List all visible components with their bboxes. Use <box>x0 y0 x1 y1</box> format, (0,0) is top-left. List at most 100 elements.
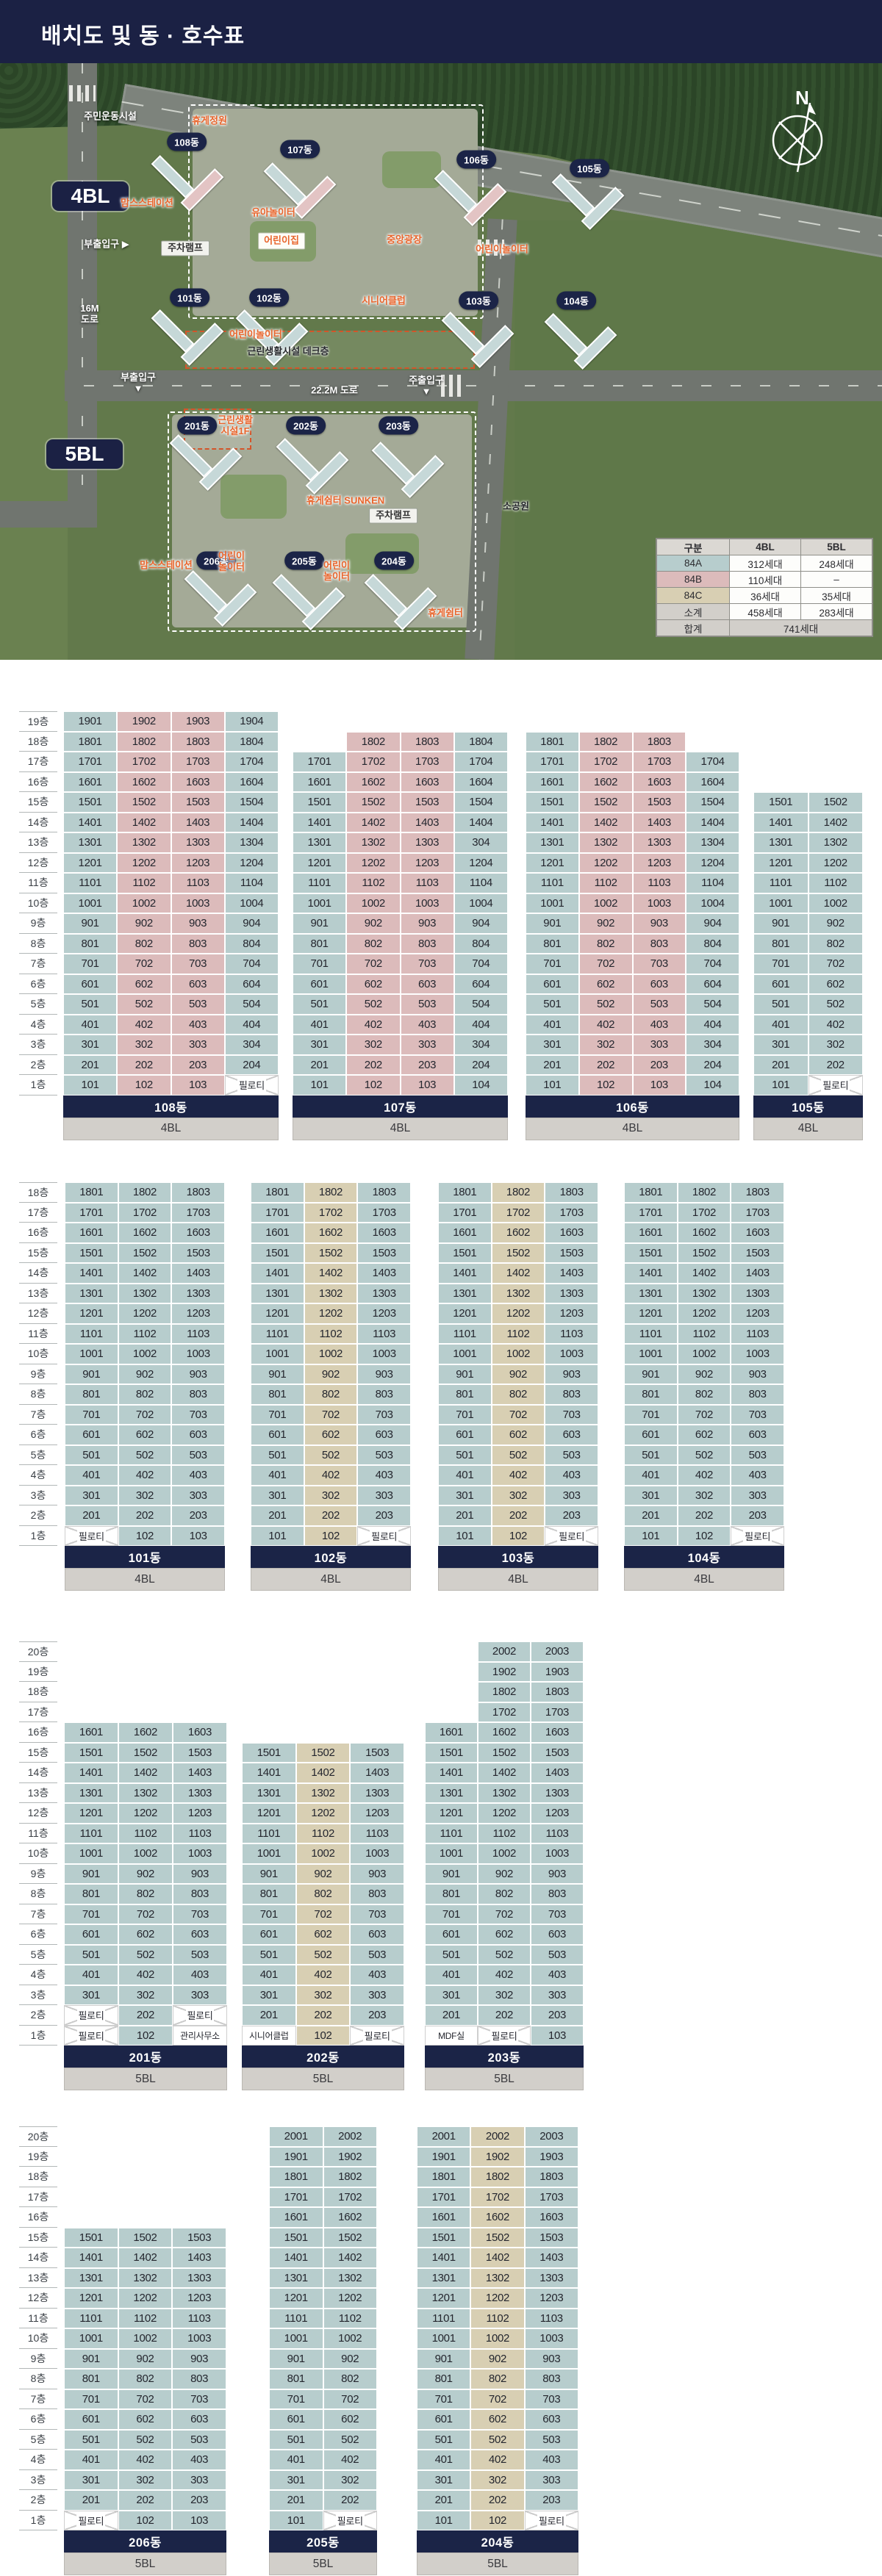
unit-cell: 1102 <box>478 1823 531 1843</box>
unit-cell: 403 <box>171 1014 225 1035</box>
unit-cell: 901 <box>417 2348 471 2369</box>
floor-label: 12층 <box>19 2288 57 2309</box>
unit-cell: 203 <box>731 1505 784 1526</box>
unit-cell: 1302 <box>323 2267 377 2288</box>
unit-grid: 2001 2002 2003 1901 1902 1903 1801 1802 1803 1701… <box>417 2126 578 2530</box>
unit-cell: 1803 <box>171 731 225 752</box>
page-header: 배치도 및 동 · 호수표 <box>0 0 882 63</box>
piloti-cell: 필로티 <box>478 2025 531 2046</box>
facility-label: 소공원 <box>503 500 529 512</box>
unit-cell: 403 <box>731 1465 784 1486</box>
unit-cell: 902 <box>677 1364 731 1384</box>
unit-cell: 1802 <box>323 2167 377 2187</box>
unit-cell: 1002 <box>118 2328 173 2349</box>
unit-cell: 1103 <box>545 1323 598 1344</box>
unit-cell: 901 <box>624 1364 678 1384</box>
unit-cell: 702 <box>346 954 401 974</box>
unit-cell: 602 <box>470 2409 525 2430</box>
unit-cell: 603 <box>524 2409 578 2430</box>
unit-grid: 1501 1502 1401 1402 1301 1302 1201 1202 1101 1102… <box>753 792 863 1095</box>
unit-cell: 502 <box>478 1944 531 1965</box>
unit-cell: 601 <box>251 1425 304 1445</box>
floor-label: 14층 <box>19 2248 57 2268</box>
unit-cell: 1401 <box>293 812 347 832</box>
facility-label: 주출입구 ▼ <box>409 375 444 397</box>
unit-cell: 2002 <box>478 1641 531 1662</box>
unit-cell: 1503 <box>171 1242 225 1263</box>
unit-cell: 201 <box>417 2490 471 2511</box>
unit-cell: 1601 <box>269 2207 323 2228</box>
unit-cell: 1503 <box>731 1242 784 1263</box>
unit-cell: 704 <box>224 954 279 974</box>
unit-cell: 602 <box>304 1425 358 1445</box>
unit-cell: 902 <box>117 913 171 934</box>
unit-cell: 502 <box>304 1444 358 1465</box>
block-name-band: 5BL <box>64 2552 226 2575</box>
floor-label: 12층 <box>19 853 57 873</box>
unit-table: 1601 1602 1603 1501 1502 1503 1401 1402 1403 1301… <box>64 1722 227 2090</box>
unit-cell: 1703 <box>545 1202 598 1223</box>
unit-cell: 1703 <box>531 1702 584 1722</box>
unit-cell: 1301 <box>65 1283 118 1303</box>
unit-cell: 601 <box>65 1425 118 1445</box>
unit-cell: 503 <box>172 2429 226 2450</box>
unit-cell: 1404 <box>686 812 739 832</box>
block-name-band: 4BL <box>438 1568 598 1591</box>
unit-cell: 1404 <box>224 812 279 832</box>
unit-cell: 301 <box>293 1035 347 1055</box>
unit-cell: 802 <box>346 933 401 954</box>
block-name-band: 4BL <box>526 1117 739 1140</box>
svg-text:N: N <box>795 87 809 109</box>
unit-cell: 601 <box>624 1425 678 1445</box>
unit-cell: 1101 <box>417 2308 471 2328</box>
unit-cell: 702 <box>478 1904 531 1924</box>
floor-label: 17층 <box>19 1203 57 1223</box>
unit-cell: 1103 <box>400 873 454 893</box>
unit-cell: 1001 <box>438 1344 492 1364</box>
unit-cell: 803 <box>350 1884 404 1904</box>
legend-type: 84A <box>656 555 730 572</box>
legend-header: 5BL <box>800 539 872 555</box>
unit-cell: 201 <box>624 1505 678 1526</box>
unit-cell: 202 <box>117 1054 171 1075</box>
unit-cell: 401 <box>269 2450 323 2470</box>
empty-cell <box>425 1702 478 1723</box>
unit-cell: 1202 <box>478 1803 531 1824</box>
unit-cell: 902 <box>118 1364 172 1384</box>
unit-cell: 1802 <box>346 731 401 752</box>
unit-cell: 801 <box>753 933 808 954</box>
floor-label: 9층 <box>19 2349 57 2369</box>
unit-cell: 102 <box>470 2510 525 2530</box>
unit-cell: 1302 <box>118 1283 172 1303</box>
floor-label: 15층 <box>19 1743 57 1763</box>
unit-cell: 602 <box>117 974 171 994</box>
unit-cell: 503 <box>357 1444 411 1465</box>
unit-cell: 1502 <box>118 1242 172 1263</box>
unit-cell: 703 <box>731 1404 784 1425</box>
floor-label: 11층 <box>19 1324 57 1344</box>
legend-total-label: 합계 <box>656 619 730 636</box>
unit-cell: 1903 <box>531 1661 584 1682</box>
unit-cell: 1502 <box>470 2227 525 2248</box>
unit-cell: 801 <box>251 1384 304 1405</box>
unit-cell: 1201 <box>624 1303 678 1324</box>
unit-cell: 1501 <box>417 2227 471 2248</box>
unit-cell: 1004 <box>453 893 508 913</box>
unit-cell: 601 <box>438 1425 492 1445</box>
unit-cell: 902 <box>470 2348 525 2369</box>
unit-cell: 803 <box>524 2369 578 2389</box>
unit-cell: 803 <box>357 1384 411 1405</box>
legend-count-5bl: 283세대 <box>800 603 872 620</box>
piloti-cell: 필로티 <box>350 2025 404 2046</box>
legend-count-5bl: – <box>800 571 872 588</box>
unit-cell: 902 <box>808 913 863 934</box>
unit-cell: 1301 <box>425 1782 478 1803</box>
unit-cell: 701 <box>251 1404 304 1425</box>
unit-cell: 1103 <box>531 1823 584 1843</box>
unit-cell: 301 <box>753 1035 808 1055</box>
unit-cell: 1401 <box>269 2248 323 2268</box>
unit-cell: 901 <box>269 2348 323 2369</box>
unit-cell: 603 <box>545 1425 598 1445</box>
unit-cell: 1503 <box>357 1242 411 1263</box>
floor-label: 6층 <box>19 2409 57 2430</box>
